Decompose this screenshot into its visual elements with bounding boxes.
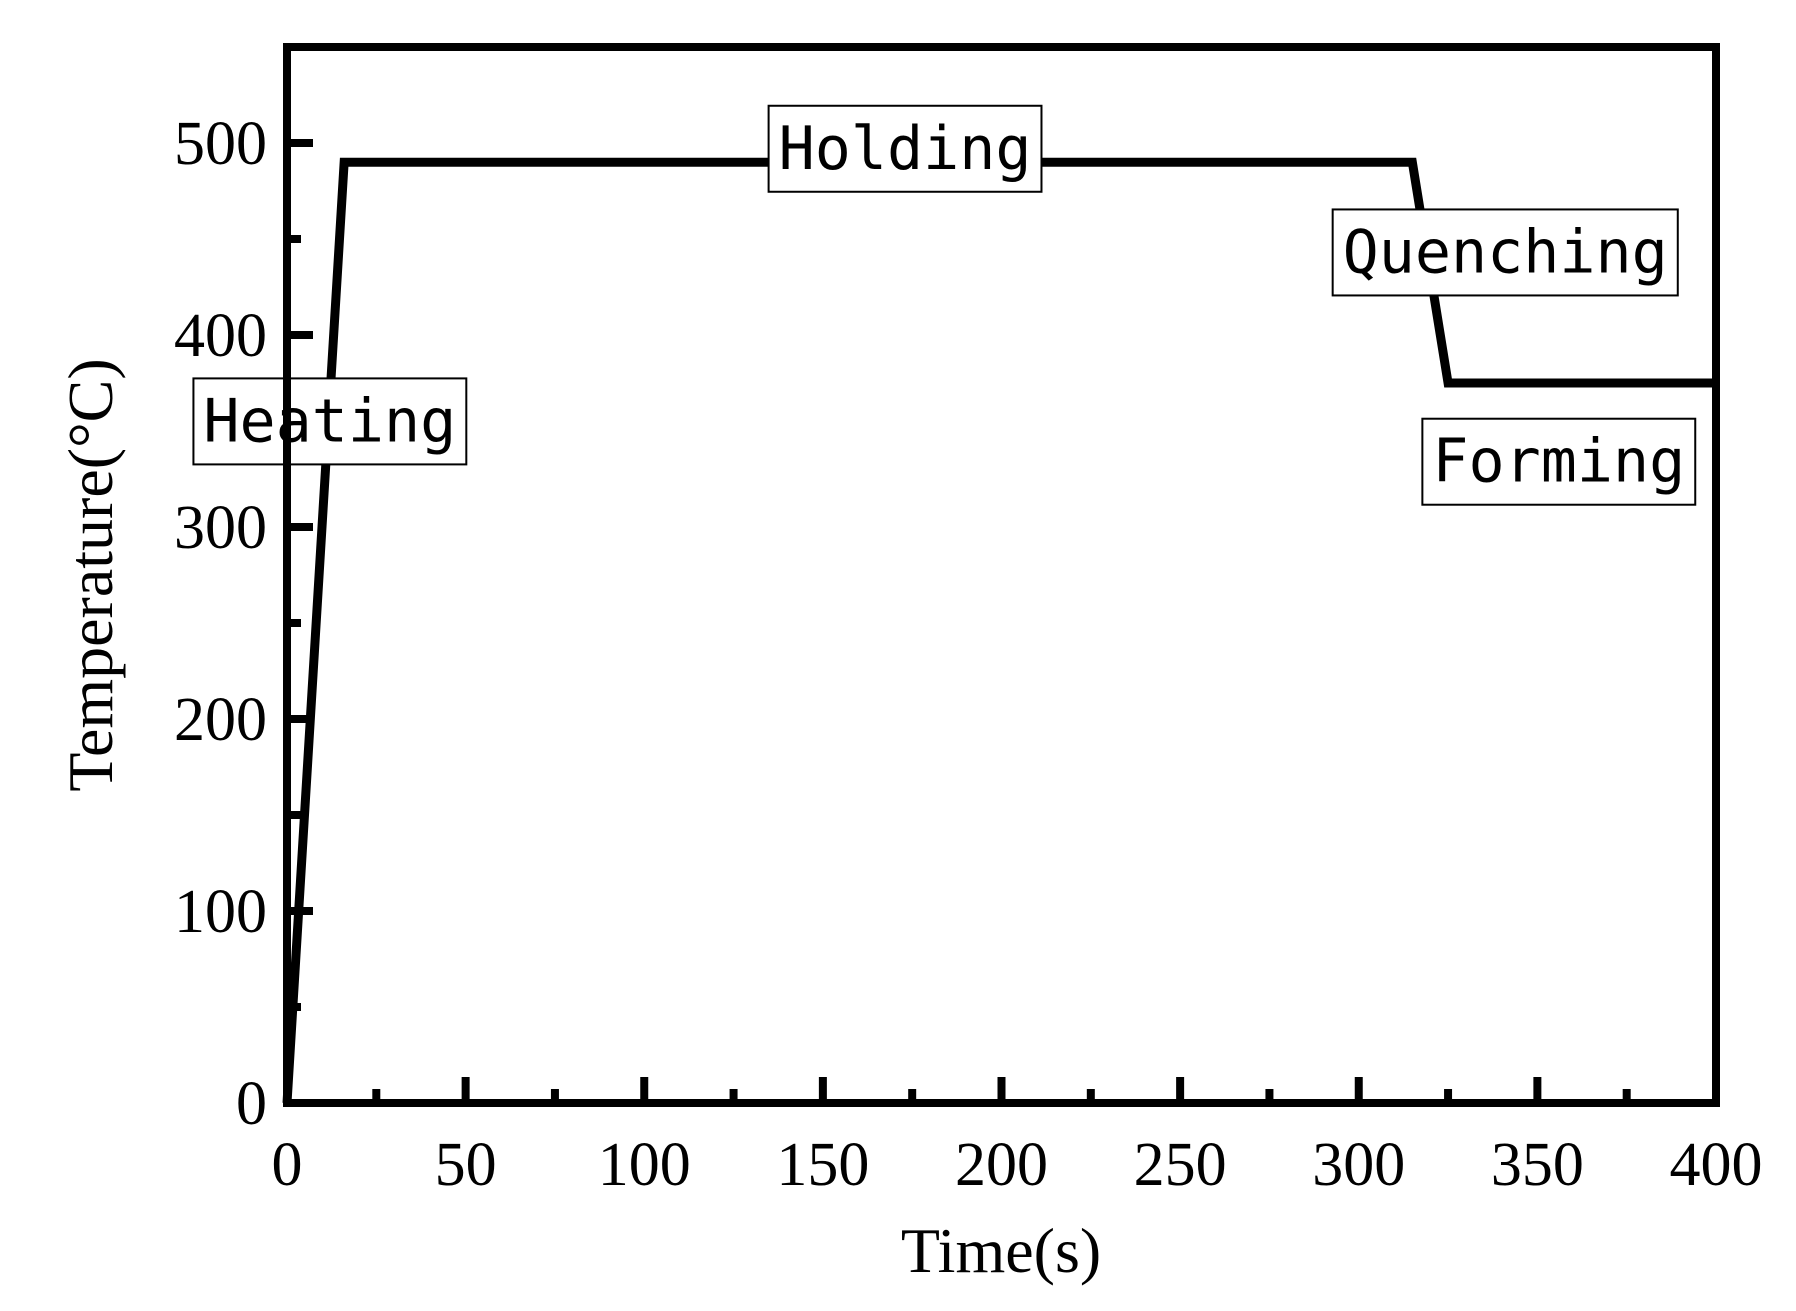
temperature-line <box>282 157 1716 1104</box>
y-tick-label: 200 <box>174 686 267 754</box>
annotation-box <box>767 104 1043 193</box>
y-tick-label: 400 <box>174 302 267 370</box>
annotation-box <box>1421 417 1697 506</box>
annotation-label: Holding <box>779 114 1032 184</box>
x-tick-label: 350 <box>1491 1131 1584 1199</box>
x-tick-label: 300 <box>1312 1131 1405 1199</box>
annotation-label: Forming <box>1432 427 1685 497</box>
annotation-box <box>192 377 468 466</box>
x-tick-label: 200 <box>955 1131 1048 1199</box>
annotation-label: Quenching <box>1343 217 1668 287</box>
x-tick-label: 150 <box>776 1131 869 1199</box>
x-tick-label: 100 <box>598 1131 691 1199</box>
y-axis-title: Temperature(°C) <box>55 358 126 791</box>
annotation-label: Heating <box>203 386 456 456</box>
x-tick-label: 250 <box>1134 1131 1227 1199</box>
x-axis-title: Time(s) <box>901 1215 1101 1286</box>
y-tick-label: 0 <box>236 1070 267 1138</box>
y-tick-label: 100 <box>174 878 267 946</box>
x-tick-label: 0 <box>272 1131 303 1199</box>
y-tick-label: 500 <box>174 110 267 178</box>
annotation-box <box>1331 208 1679 297</box>
y-tick-label: 300 <box>174 494 267 562</box>
x-tick-label: 50 <box>435 1131 497 1199</box>
marks-layer: 0 50 100 150 200 250 300 350 400 0 100 200 300 400 500… <box>174 104 1763 1199</box>
plot-frame <box>283 43 1720 1107</box>
x-tick-label: 400 <box>1670 1131 1763 1199</box>
